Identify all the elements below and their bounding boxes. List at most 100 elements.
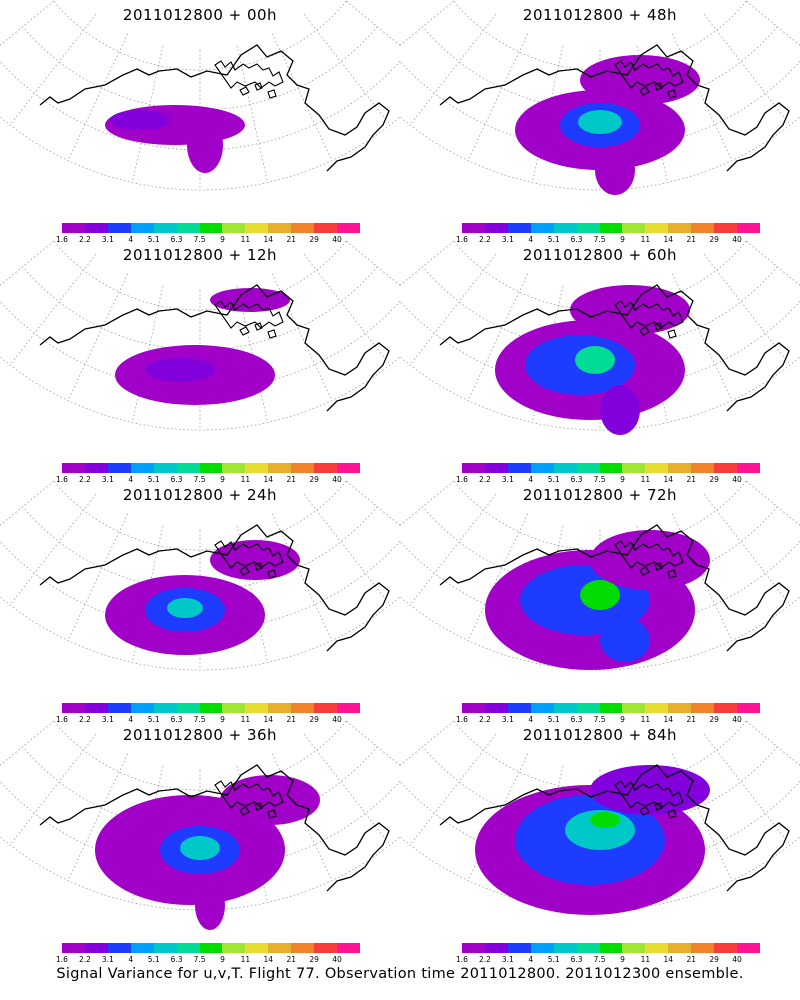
panel-title: 2011012800 + 36h — [122, 726, 278, 744]
colorbar-tick-label: 6.3 — [170, 715, 183, 724]
colorbar-segment — [622, 463, 646, 473]
variance-contour — [578, 110, 622, 134]
colorbar-tick-label: 3.1 — [501, 955, 514, 964]
variance-contour — [600, 385, 640, 435]
colorbar-tick-label: 4 — [128, 235, 134, 244]
colorbar-segment — [199, 223, 223, 233]
meridian-line — [9, 734, 97, 846]
colorbar-tick-label: 6.3 — [570, 235, 583, 244]
meridian-line — [236, 285, 269, 423]
colorbar-segment — [645, 703, 669, 713]
colorbar — [462, 463, 760, 473]
colorbar-segment — [645, 463, 669, 473]
colorbar-tick-label: 29 — [309, 715, 319, 724]
colorbar-tick-label: 6.3 — [170, 955, 183, 964]
colorbar-tick-label: 4 — [528, 715, 534, 724]
colorbar — [462, 943, 760, 953]
colorbar-segment — [668, 703, 692, 713]
colorbar-segment — [268, 943, 292, 953]
colorbar-tick-label: 1.6 — [56, 715, 68, 724]
colorbar-segment — [130, 463, 154, 473]
arctic-archipelago — [614, 540, 684, 579]
colorbar-tick-label: 7.5 — [593, 955, 606, 964]
colorbar-tick-label: 21 — [686, 235, 696, 244]
colorbar-segment — [530, 463, 554, 473]
colorbar-segment — [291, 943, 315, 953]
meridian-line — [467, 513, 528, 641]
colorbar-tick-label: 40 — [732, 715, 742, 724]
meridian-line — [409, 14, 497, 126]
colorbar-segment — [622, 223, 646, 233]
meridian-line — [409, 494, 497, 606]
polar-map — [0, 720, 400, 930]
meridian-line — [703, 734, 791, 846]
meridian-line — [67, 273, 128, 401]
colorbar-tick-label: 4 — [528, 955, 534, 964]
colorbar-segment — [599, 703, 623, 713]
colorbar-segment — [314, 463, 338, 473]
coastline — [439, 284, 790, 412]
latitude-line — [53, 720, 347, 791]
variance-contour — [590, 530, 710, 590]
colorbar-ticks: 1.6 2.2 3.1 4 5.1 6.3 7.5 9 11 14 21 29 40 — [456, 715, 760, 727]
colorbar-ticks: 1.6 2.2 3.1 4 5.1 6.3 7.5 9 11 14 21 29 40 — [56, 235, 360, 247]
colorbar-segment — [130, 943, 154, 953]
colorbar-tick-label: 3.1 — [501, 235, 514, 244]
colorbar-tick-label: 9 — [220, 475, 225, 484]
colorbar-tick-label: 21 — [686, 955, 696, 964]
colorbar-tick-label: 7.5 — [193, 955, 206, 964]
colorbar-tick-label: 14 — [263, 235, 274, 244]
colorbar — [62, 943, 360, 953]
colorbar-segment — [714, 463, 738, 473]
meridian-line — [467, 273, 528, 401]
colorbar-segment — [268, 463, 292, 473]
latitude-line — [453, 480, 747, 551]
colorbar-segment — [199, 463, 223, 473]
meridian-line — [344, 0, 400, 46]
meridian-line — [400, 720, 456, 766]
variance-contour — [210, 288, 290, 312]
variance-contour — [220, 775, 320, 825]
colorbar-tick-label: 3.1 — [101, 235, 114, 244]
panel-title: 2011012800 + 72h — [522, 486, 678, 504]
colorbar-tick-label: 29 — [709, 475, 719, 484]
colorbar-segment — [622, 943, 646, 953]
colorbar-tick-label: 4 — [128, 955, 134, 964]
colorbar-tick-label: 1.6 — [456, 955, 468, 964]
colorbar-segment — [222, 223, 246, 233]
colorbar-segment — [599, 463, 623, 473]
colorbar-segment — [553, 703, 577, 713]
colorbar — [62, 463, 360, 473]
colorbar-ticks: 1.6 2.2 3.1 4 5.1 6.3 7.5 9 11 14 21 29 40 — [456, 235, 760, 247]
colorbar-segment — [691, 223, 715, 233]
meridian-line — [272, 513, 333, 641]
latitude-line — [53, 480, 347, 551]
colorbar-segment — [507, 943, 531, 953]
meridian-line — [636, 45, 669, 183]
colorbar-segment — [737, 943, 760, 953]
colorbar-segment — [530, 223, 554, 233]
colorbar-tick-label: 5.1 — [547, 955, 560, 964]
colorbar-segment — [268, 223, 292, 233]
colorbar-segment — [645, 223, 669, 233]
meridian-line — [409, 254, 497, 366]
colorbar-segment — [176, 943, 200, 953]
colorbar-segment — [553, 943, 577, 953]
colorbar-tick-label: 40 — [732, 475, 742, 484]
colorbar-segment — [176, 703, 200, 713]
colorbar-segment — [337, 703, 360, 713]
polar-map — [400, 0, 800, 195]
polar-map — [400, 240, 800, 435]
colorbar-segment — [291, 703, 315, 713]
meridian-line — [67, 513, 128, 641]
coastline — [439, 524, 790, 652]
colorbar-tick-label: 5.1 — [147, 475, 160, 484]
colorbar-tick-label: 7.5 — [593, 715, 606, 724]
arctic-archipelago — [614, 300, 684, 339]
colorbar-tick-label: 7.5 — [193, 715, 206, 724]
colorbar-tick-label: 5.1 — [547, 235, 560, 244]
colorbar-segment — [176, 463, 200, 473]
colorbar-tick-label: 6.3 — [170, 235, 183, 244]
colorbar-segment — [530, 703, 554, 713]
colorbar-segment — [222, 703, 246, 713]
